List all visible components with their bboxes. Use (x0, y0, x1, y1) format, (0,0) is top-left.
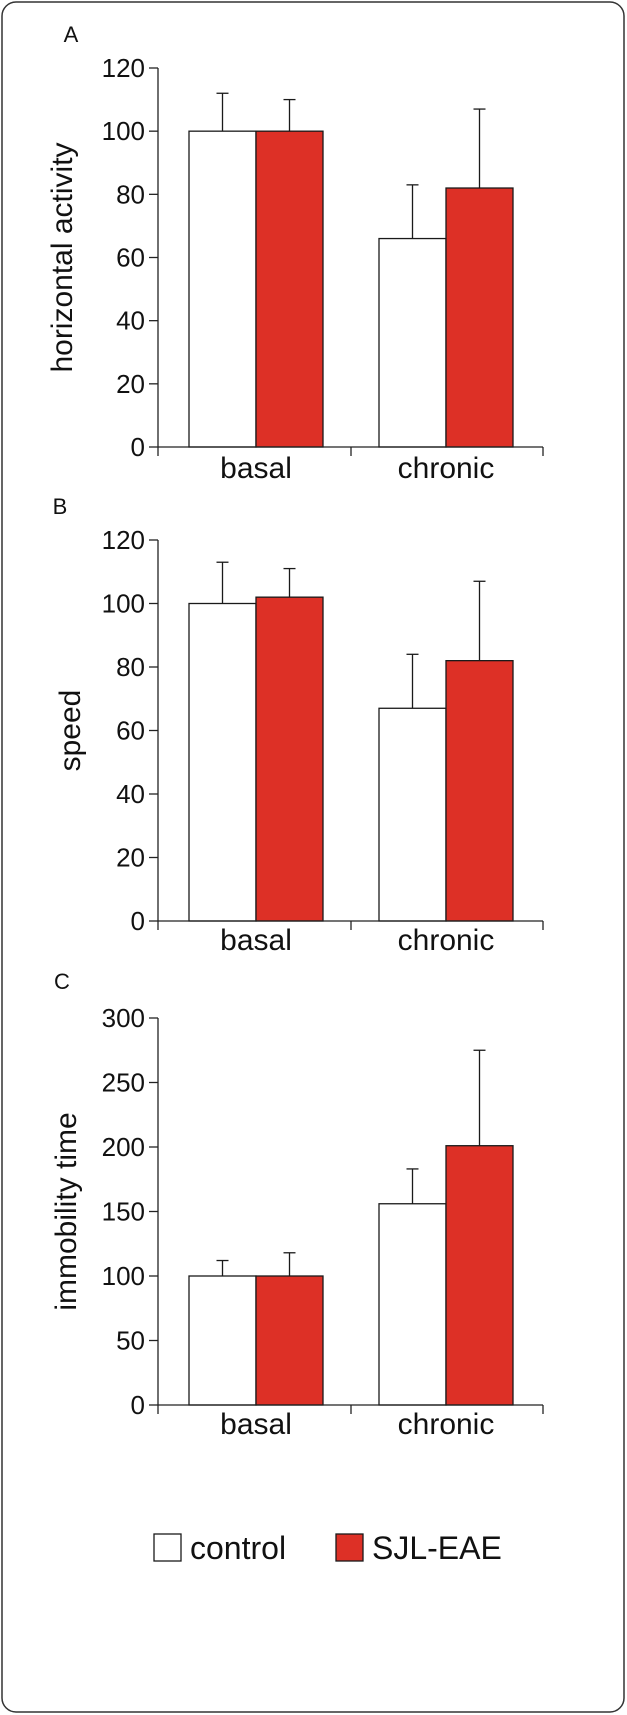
y-tick-label: 40 (116, 779, 145, 809)
y-tick-label: 300 (102, 1003, 145, 1033)
x-tick-label-chronic: chronic (398, 452, 495, 485)
bar-control-chronic (378, 237, 447, 448)
y-tick-label: 50 (116, 1326, 145, 1356)
y-tick-label: 100 (102, 1261, 145, 1291)
legend-item-sjl-eae: SJL-EAE (335, 1530, 502, 1566)
legend-swatch (335, 1533, 364, 1562)
y-axis-label: immobility time (50, 1112, 83, 1310)
bar-sjl-eae-basal (255, 130, 324, 448)
y-tick-label: 100 (102, 589, 145, 619)
y-tick-label: 250 (102, 1068, 145, 1098)
y-tick-label: 20 (116, 369, 145, 399)
bar-sjl-eae-basal (255, 1275, 324, 1406)
y-tick-label: 60 (116, 243, 145, 273)
bar-control-basal (188, 130, 257, 448)
y-axis-label: horizontal activity (46, 142, 79, 372)
y-tick-label: 0 (131, 906, 145, 936)
x-tick-label-chronic: chronic (398, 1408, 495, 1441)
bar-control-basal (188, 1275, 257, 1406)
legend-swatch (153, 1533, 182, 1562)
legend-item-control: control (153, 1530, 286, 1566)
legend-label: control (190, 1530, 286, 1566)
bar-control-chronic (378, 707, 447, 922)
bar-control-basal (188, 602, 257, 922)
panel-letter: B (53, 494, 68, 519)
bar-control-chronic (378, 1203, 447, 1406)
y-tick-label: 80 (116, 179, 145, 209)
bar-sjl-eae-basal (255, 596, 324, 922)
y-tick-label: 0 (131, 1390, 145, 1420)
y-tick-label: 40 (116, 306, 145, 336)
x-tick-label-basal: basal (220, 452, 292, 485)
legend: control SJL-EAE (153, 1530, 502, 1566)
bar-sjl-eae-chronic (445, 660, 514, 922)
y-tick-label: 20 (116, 843, 145, 873)
panel-letter: A (64, 22, 79, 47)
y-tick-label: 100 (102, 116, 145, 146)
y-tick-label: 80 (116, 652, 145, 682)
y-tick-label: 120 (102, 525, 145, 555)
y-tick-label: 120 (102, 53, 145, 83)
x-tick-label-basal: basal (220, 1408, 292, 1441)
legend-label: SJL-EAE (372, 1530, 502, 1566)
y-axis-label: speed (54, 690, 87, 772)
x-tick-label-chronic: chronic (398, 924, 495, 957)
bar-sjl-eae-chronic (445, 1145, 514, 1406)
y-tick-label: 0 (131, 432, 145, 462)
y-tick-label: 60 (116, 716, 145, 746)
x-tick-label-basal: basal (220, 924, 292, 957)
y-tick-label: 200 (102, 1132, 145, 1162)
bar-sjl-eae-chronic (445, 187, 514, 448)
panel-letter: C (54, 969, 70, 994)
y-tick-label: 150 (102, 1197, 145, 1227)
